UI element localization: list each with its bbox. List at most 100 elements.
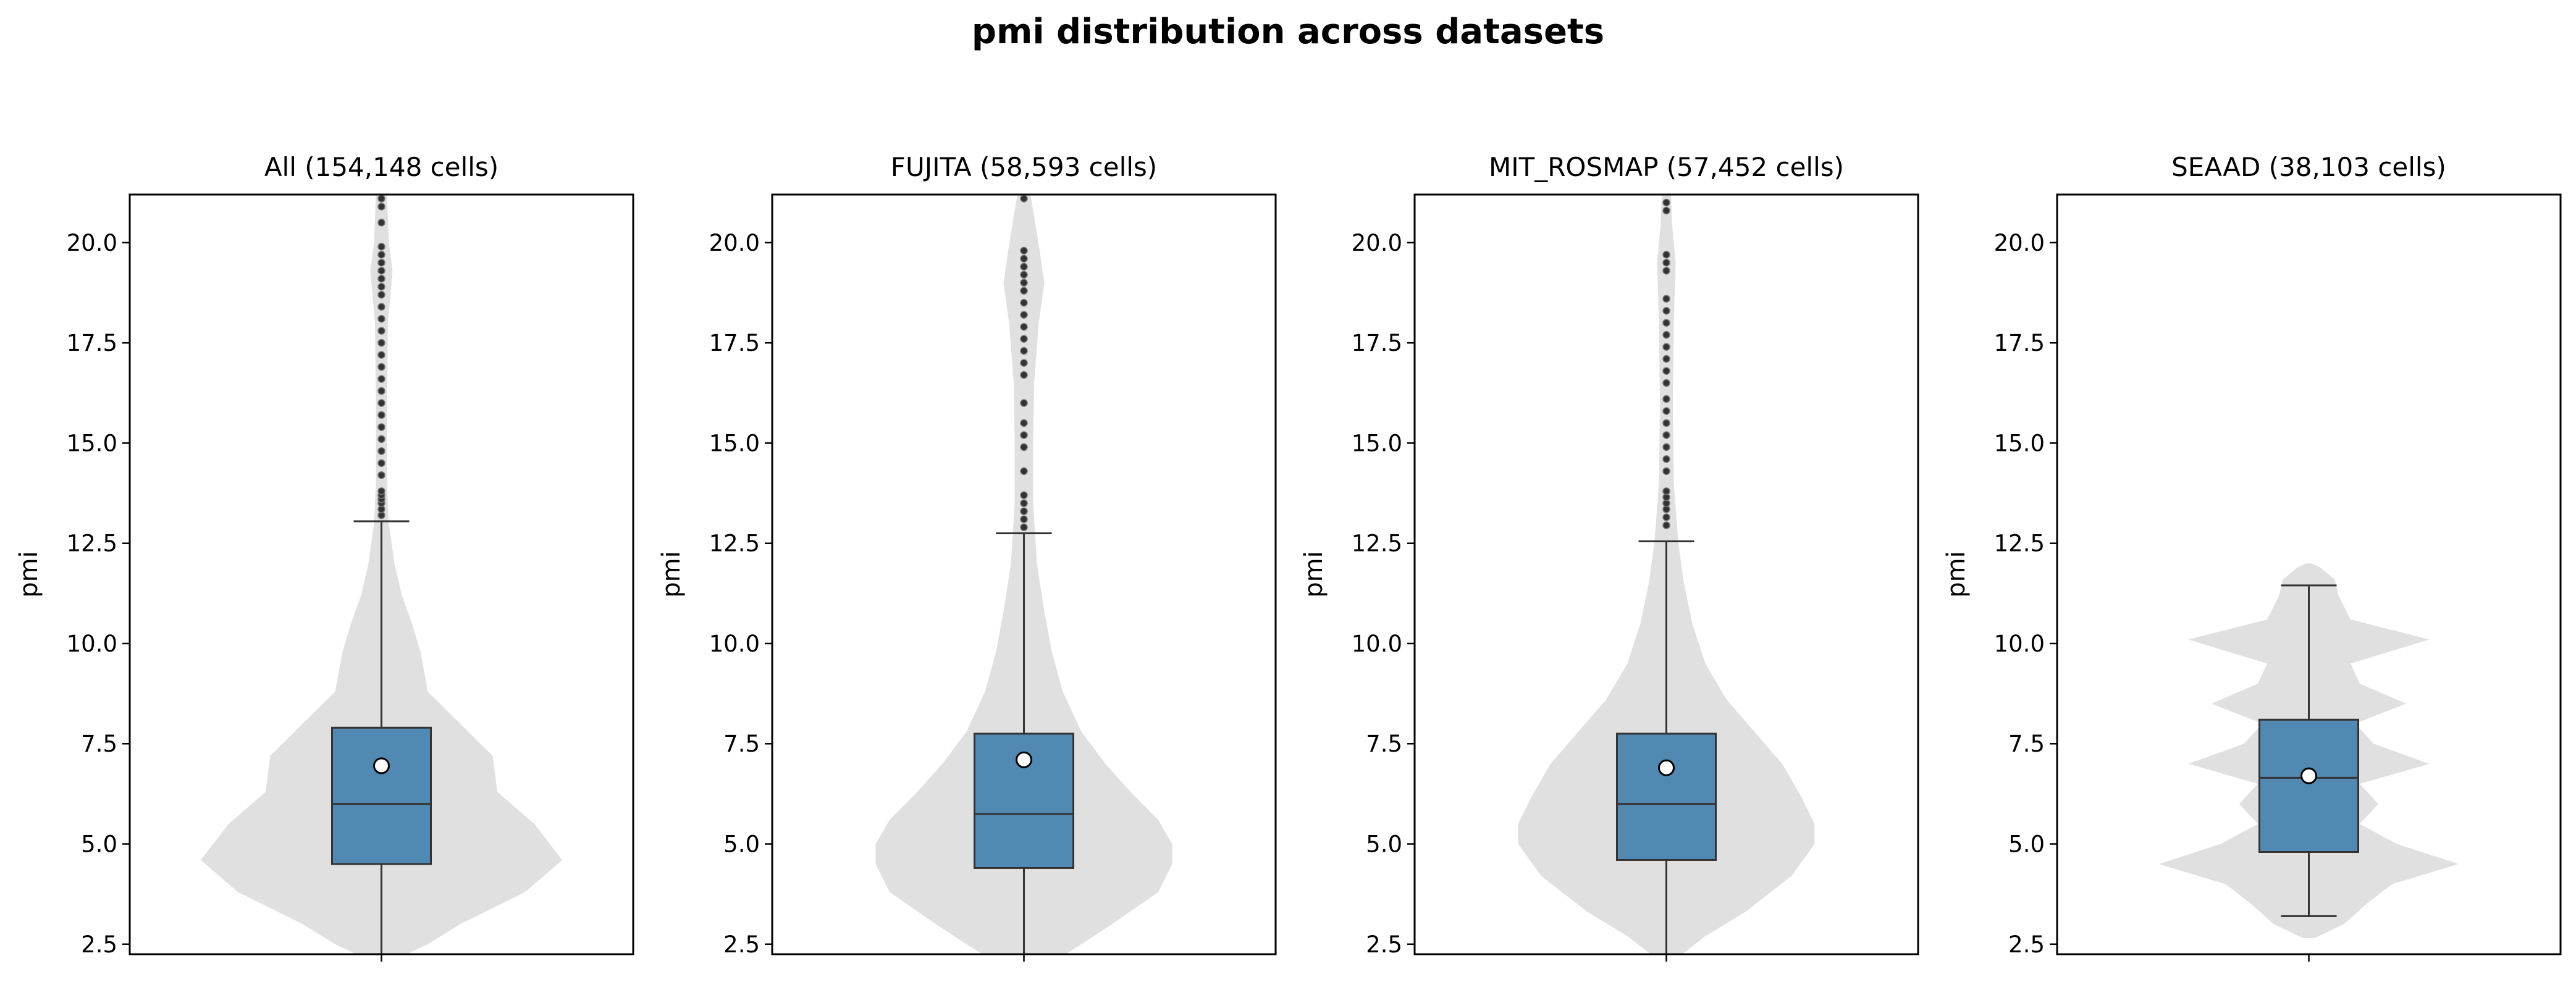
y-tick-label: 10.0 (709, 631, 760, 657)
y-tick-label: 20.0 (1994, 230, 2045, 256)
outlier-point (1662, 259, 1670, 267)
outlier-point (377, 487, 385, 495)
y-tick-label: 12.5 (1352, 531, 1402, 557)
figure-suptitle: pmi distribution across datasets (972, 12, 1604, 52)
panel-title: All (154,148 cells) (264, 152, 499, 182)
outlier-point (1020, 195, 1028, 203)
outlier-point (1662, 267, 1670, 275)
outlier-point (377, 363, 385, 371)
y-tick-label: 15.0 (1352, 430, 1402, 456)
panel-title: FUJITA (58,593 cells) (891, 152, 1157, 182)
outlier-point (1662, 443, 1670, 451)
y-tick-label: 17.5 (709, 330, 760, 356)
y-tick-label: 2.5 (723, 931, 760, 958)
y-tick-label: 17.5 (67, 330, 117, 356)
outlier-point (1662, 355, 1670, 363)
plot-area-3 (1518, 195, 1815, 954)
y-tick-label: 7.5 (81, 731, 117, 757)
y-tick-label: 5.0 (723, 831, 760, 858)
outlier-point (377, 375, 385, 383)
outlier-point (377, 243, 385, 251)
outlier-point (1020, 419, 1028, 427)
outlier-point (377, 275, 385, 283)
outlier-point (377, 203, 385, 211)
y-tick-label: 20.0 (709, 230, 760, 256)
y-tick-label: 10.0 (1352, 631, 1402, 657)
outlier-point (1662, 379, 1670, 387)
outlier-point (377, 411, 385, 419)
outlier-point (1020, 523, 1028, 531)
y-axis-label: pmi (1942, 551, 1971, 597)
y-tick-label: 12.5 (709, 531, 760, 557)
panel-2: 2.5 5.0 7.5 10.0 12.5 15.0 17.5 20.0 FUJITA (58,… (657, 152, 1277, 962)
outlier-point (1020, 279, 1028, 287)
outlier-point (377, 283, 385, 291)
outlier-point (1662, 330, 1670, 339)
y-axis-label: pmi (657, 551, 686, 597)
outlier-point (377, 327, 385, 335)
y-tick-label: 7.5 (1366, 731, 1402, 757)
outlier-point (1662, 206, 1670, 215)
outlier-point (377, 338, 385, 347)
y-tick-label: 5.0 (1366, 831, 1402, 858)
outlier-point (1662, 306, 1670, 315)
outlier-point (1020, 371, 1028, 379)
outlier-point (1020, 346, 1028, 355)
y-tick-label: 15.0 (1994, 430, 2045, 456)
outlier-point (377, 435, 385, 443)
outlier-point (1662, 455, 1670, 463)
outlier-point (1020, 431, 1028, 439)
outlier-point (1020, 322, 1028, 331)
outlier-point (377, 259, 385, 267)
mean-marker (373, 757, 390, 774)
outlier-point (1020, 467, 1028, 476)
outlier-point (377, 351, 385, 359)
outlier-point (1662, 395, 1670, 403)
y-tick-label: 7.5 (2008, 731, 2045, 757)
iqr-box (1616, 732, 1717, 861)
iqr-box (2258, 718, 2359, 853)
outlier-point (1662, 419, 1670, 427)
mean-marker (1658, 759, 1675, 776)
y-tick-label: 2.5 (2008, 931, 2045, 958)
y-tick-label: 7.5 (723, 731, 760, 757)
outlier-point (377, 459, 385, 468)
outlier-point (377, 251, 385, 259)
plot-area-1 (201, 195, 562, 954)
y-tick-label: 12.5 (67, 531, 117, 557)
outlier-point (377, 387, 385, 395)
outlier-point (1020, 246, 1028, 255)
y-tick-label: 2.5 (81, 931, 117, 958)
y-tick-label: 15.0 (67, 430, 117, 456)
outlier-point (377, 423, 385, 431)
outlier-point (1020, 507, 1028, 516)
panel-title: SEAAD (38,103 cells) (2171, 152, 2446, 182)
chart-panels: 2.5 5.0 7.5 10.0 12.5 15.0 17.5 20.0 All (154,14… (15, 152, 2562, 962)
y-tick-label: 5.0 (81, 831, 117, 858)
outlier-point (377, 267, 385, 275)
y-tick-label: 20.0 (67, 230, 117, 256)
outlier-point (1662, 431, 1670, 439)
outlier-point (1662, 487, 1670, 495)
y-tick-label: 20.0 (1352, 230, 1402, 256)
iqr-box (331, 726, 432, 865)
outlier-point (1020, 359, 1028, 367)
panel-title: MIT_ROSMAP (57,452 cells) (1489, 152, 1844, 182)
outlier-point (1662, 319, 1670, 327)
y-tick-label: 12.5 (1994, 531, 2045, 557)
outlier-point (1020, 299, 1028, 307)
outlier-point (1662, 198, 1670, 207)
y-tick-label: 5.0 (2008, 831, 2045, 858)
panel-3: 2.5 5.0 7.5 10.0 12.5 15.0 17.5 20.0 MIT_ROSMAP … (1300, 152, 1919, 962)
mean-marker (2300, 767, 2317, 784)
y-tick-label: 17.5 (1352, 330, 1402, 356)
plot-area-4 (2158, 563, 2459, 938)
outlier-point (1662, 521, 1670, 529)
outlier-point (1020, 287, 1028, 295)
outlier-point (1020, 399, 1028, 407)
outlier-point (377, 219, 385, 227)
y-axis-label: pmi (15, 551, 43, 597)
y-tick-label: 10.0 (1994, 631, 2045, 657)
outlier-point (1020, 254, 1028, 263)
